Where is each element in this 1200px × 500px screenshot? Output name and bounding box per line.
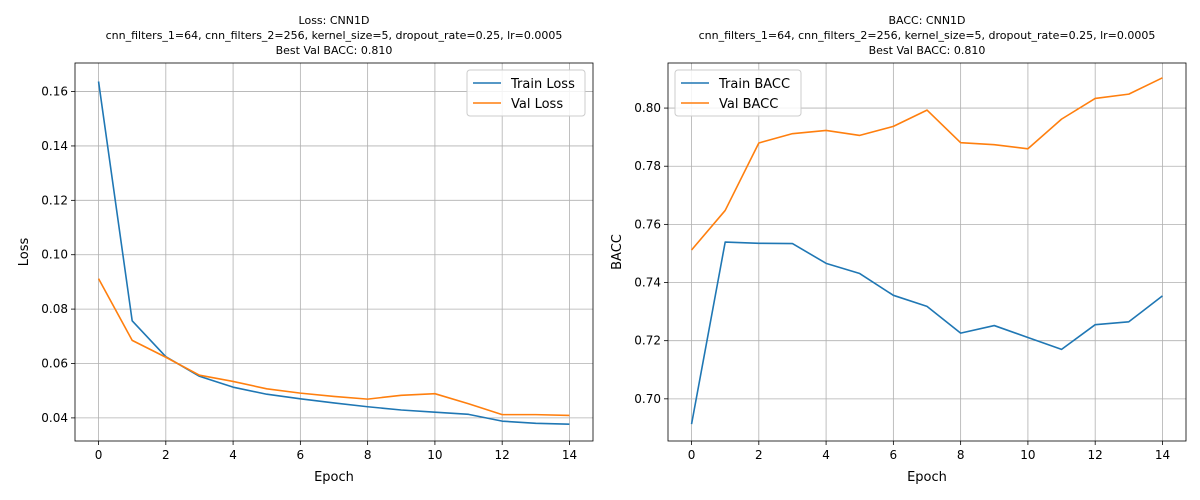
x-tick-label: 0	[95, 448, 103, 462]
x-tick-label: 12	[495, 448, 510, 462]
y-axis-label: Loss	[17, 238, 32, 267]
x-axis-label: Epoch	[907, 470, 947, 485]
x-tick-label: 8	[364, 448, 372, 462]
legend-label: Train Loss	[510, 77, 575, 92]
x-tick-label: 12	[1088, 448, 1103, 462]
series-line-train-loss	[97, 81, 570, 425]
chart-title-line: Loss: CNN1D	[299, 14, 370, 27]
y-tick-label: 0.80	[634, 101, 661, 115]
y-tick-label: 0.70	[634, 392, 661, 406]
x-tick-label: 14	[562, 448, 577, 462]
x-tick-label: 10	[1020, 448, 1035, 462]
x-axis-label: Epoch	[314, 470, 354, 485]
x-tick-label: 4	[229, 448, 237, 462]
plot-frame	[667, 62, 1187, 442]
y-tick-label: 0.78	[634, 159, 661, 173]
chart-title-line: cnn_filters_1=64, cnn_filters_2=256, ker…	[699, 29, 1156, 42]
y-tick-label: 0.14	[41, 139, 68, 153]
y-axis-label: BACC	[610, 234, 625, 270]
y-tick-label: 0.04	[41, 411, 68, 425]
series-line-train-bacc	[690, 241, 1163, 425]
y-tick-label: 0.10	[41, 248, 68, 262]
y-tick-label: 0.72	[634, 334, 661, 348]
chart-title-line: BACC: CNN1D	[888, 14, 965, 27]
y-tick-label: 0.12	[41, 193, 68, 207]
legend-label: Train BACC	[718, 77, 790, 92]
x-tick-label: 2	[755, 448, 763, 462]
bacc-chart: BACC: CNN1D cnn_filters_1=64, cnn_filters…	[610, 14, 1187, 485]
legend-box	[674, 69, 802, 117]
x-tick-label: 14	[1155, 448, 1170, 462]
chart-title-line: cnn_filters_1=64, cnn_filters_2=256, ker…	[106, 29, 563, 42]
y-tick-label: 0.16	[41, 85, 68, 99]
chart-title-line: Best Val BACC: 0.810	[869, 44, 986, 57]
legend-box	[466, 69, 586, 117]
x-tick-label: 2	[162, 448, 170, 462]
legend-label: Val BACC	[719, 97, 778, 112]
y-tick-label: 0.06	[41, 356, 68, 370]
y-tick-label: 0.74	[634, 276, 661, 290]
x-tick-label: 6	[297, 448, 305, 462]
loss-chart: Loss: CNN1D cnn_filters_1=64, cnn_filters…	[17, 14, 594, 485]
series-line-val-loss	[97, 278, 570, 417]
legend-label: Val Loss	[511, 97, 563, 112]
x-tick-label: 6	[890, 448, 898, 462]
series-line-val-bacc	[690, 77, 1163, 251]
x-tick-label: 0	[688, 448, 696, 462]
x-tick-label: 10	[427, 448, 442, 462]
y-tick-label: 0.76	[634, 217, 661, 231]
y-tick-label: 0.08	[41, 302, 68, 316]
plot-frame	[74, 62, 594, 442]
chart-title-line: Best Val BACC: 0.810	[276, 44, 393, 57]
x-tick-label: 8	[957, 448, 965, 462]
x-tick-label: 4	[822, 448, 830, 462]
